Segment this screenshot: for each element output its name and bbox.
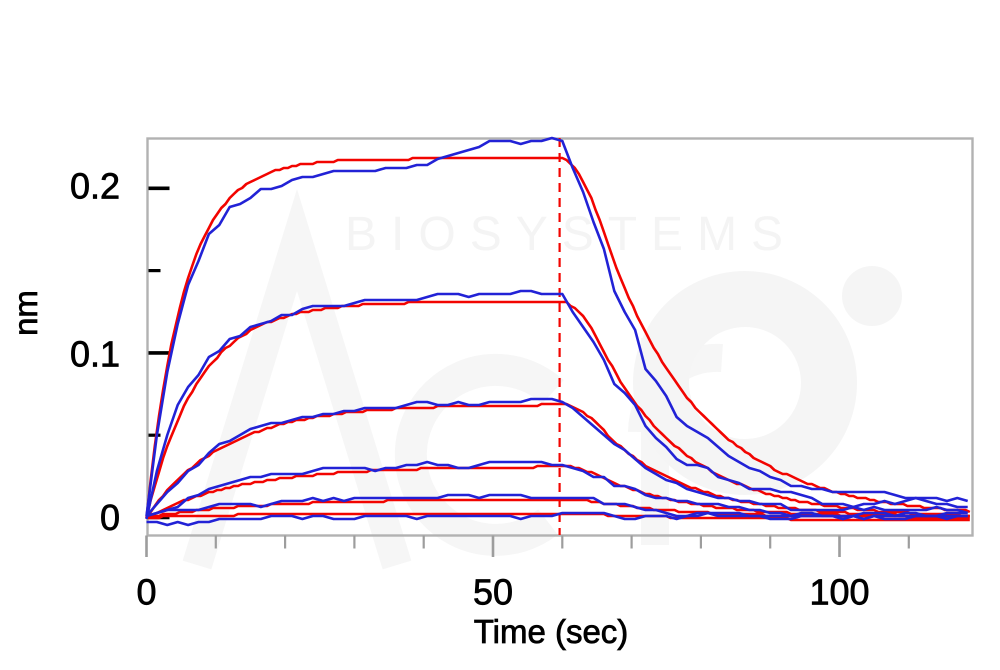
svg-text:0.1: 0.1 [70,334,120,375]
svg-text:nm: nm [7,290,44,336]
svg-text:100: 100 [809,572,869,613]
svg-text:0: 0 [136,572,156,613]
svg-text:BIOSYSTEMS: BIOSYSTEMS [345,208,797,261]
svg-text:0: 0 [100,497,120,538]
svg-text:Time (sec): Time (sec) [474,613,629,650]
svg-text:50: 50 [473,572,513,613]
svg-text:0.2: 0.2 [70,166,120,207]
